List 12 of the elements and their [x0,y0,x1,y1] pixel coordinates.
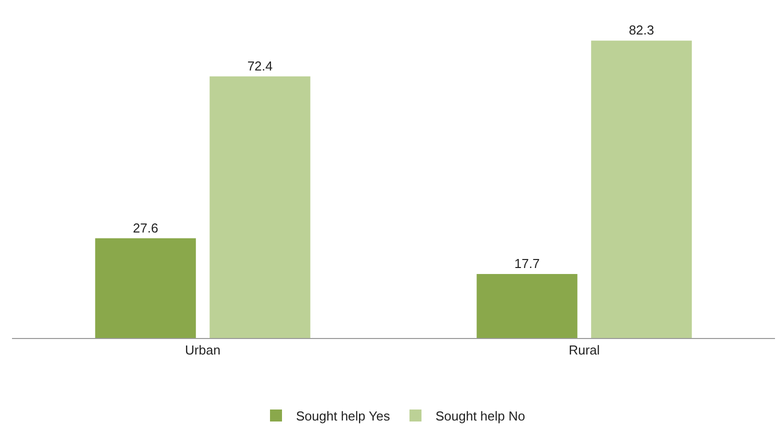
legend-label: Sought help No [435,408,526,424]
x-tick-label: Urban [185,342,220,358]
bar [210,76,310,338]
bar [95,238,196,338]
bar [591,40,692,338]
legend-label: Sought help Yes [296,408,390,424]
data-label: 17.7 [514,256,540,272]
data-label: 72.4 [247,58,273,74]
x-tick-label: Rural [568,342,600,358]
bar [476,274,578,338]
data-label: 82.3 [628,22,654,38]
data-label: 27.6 [132,220,158,236]
